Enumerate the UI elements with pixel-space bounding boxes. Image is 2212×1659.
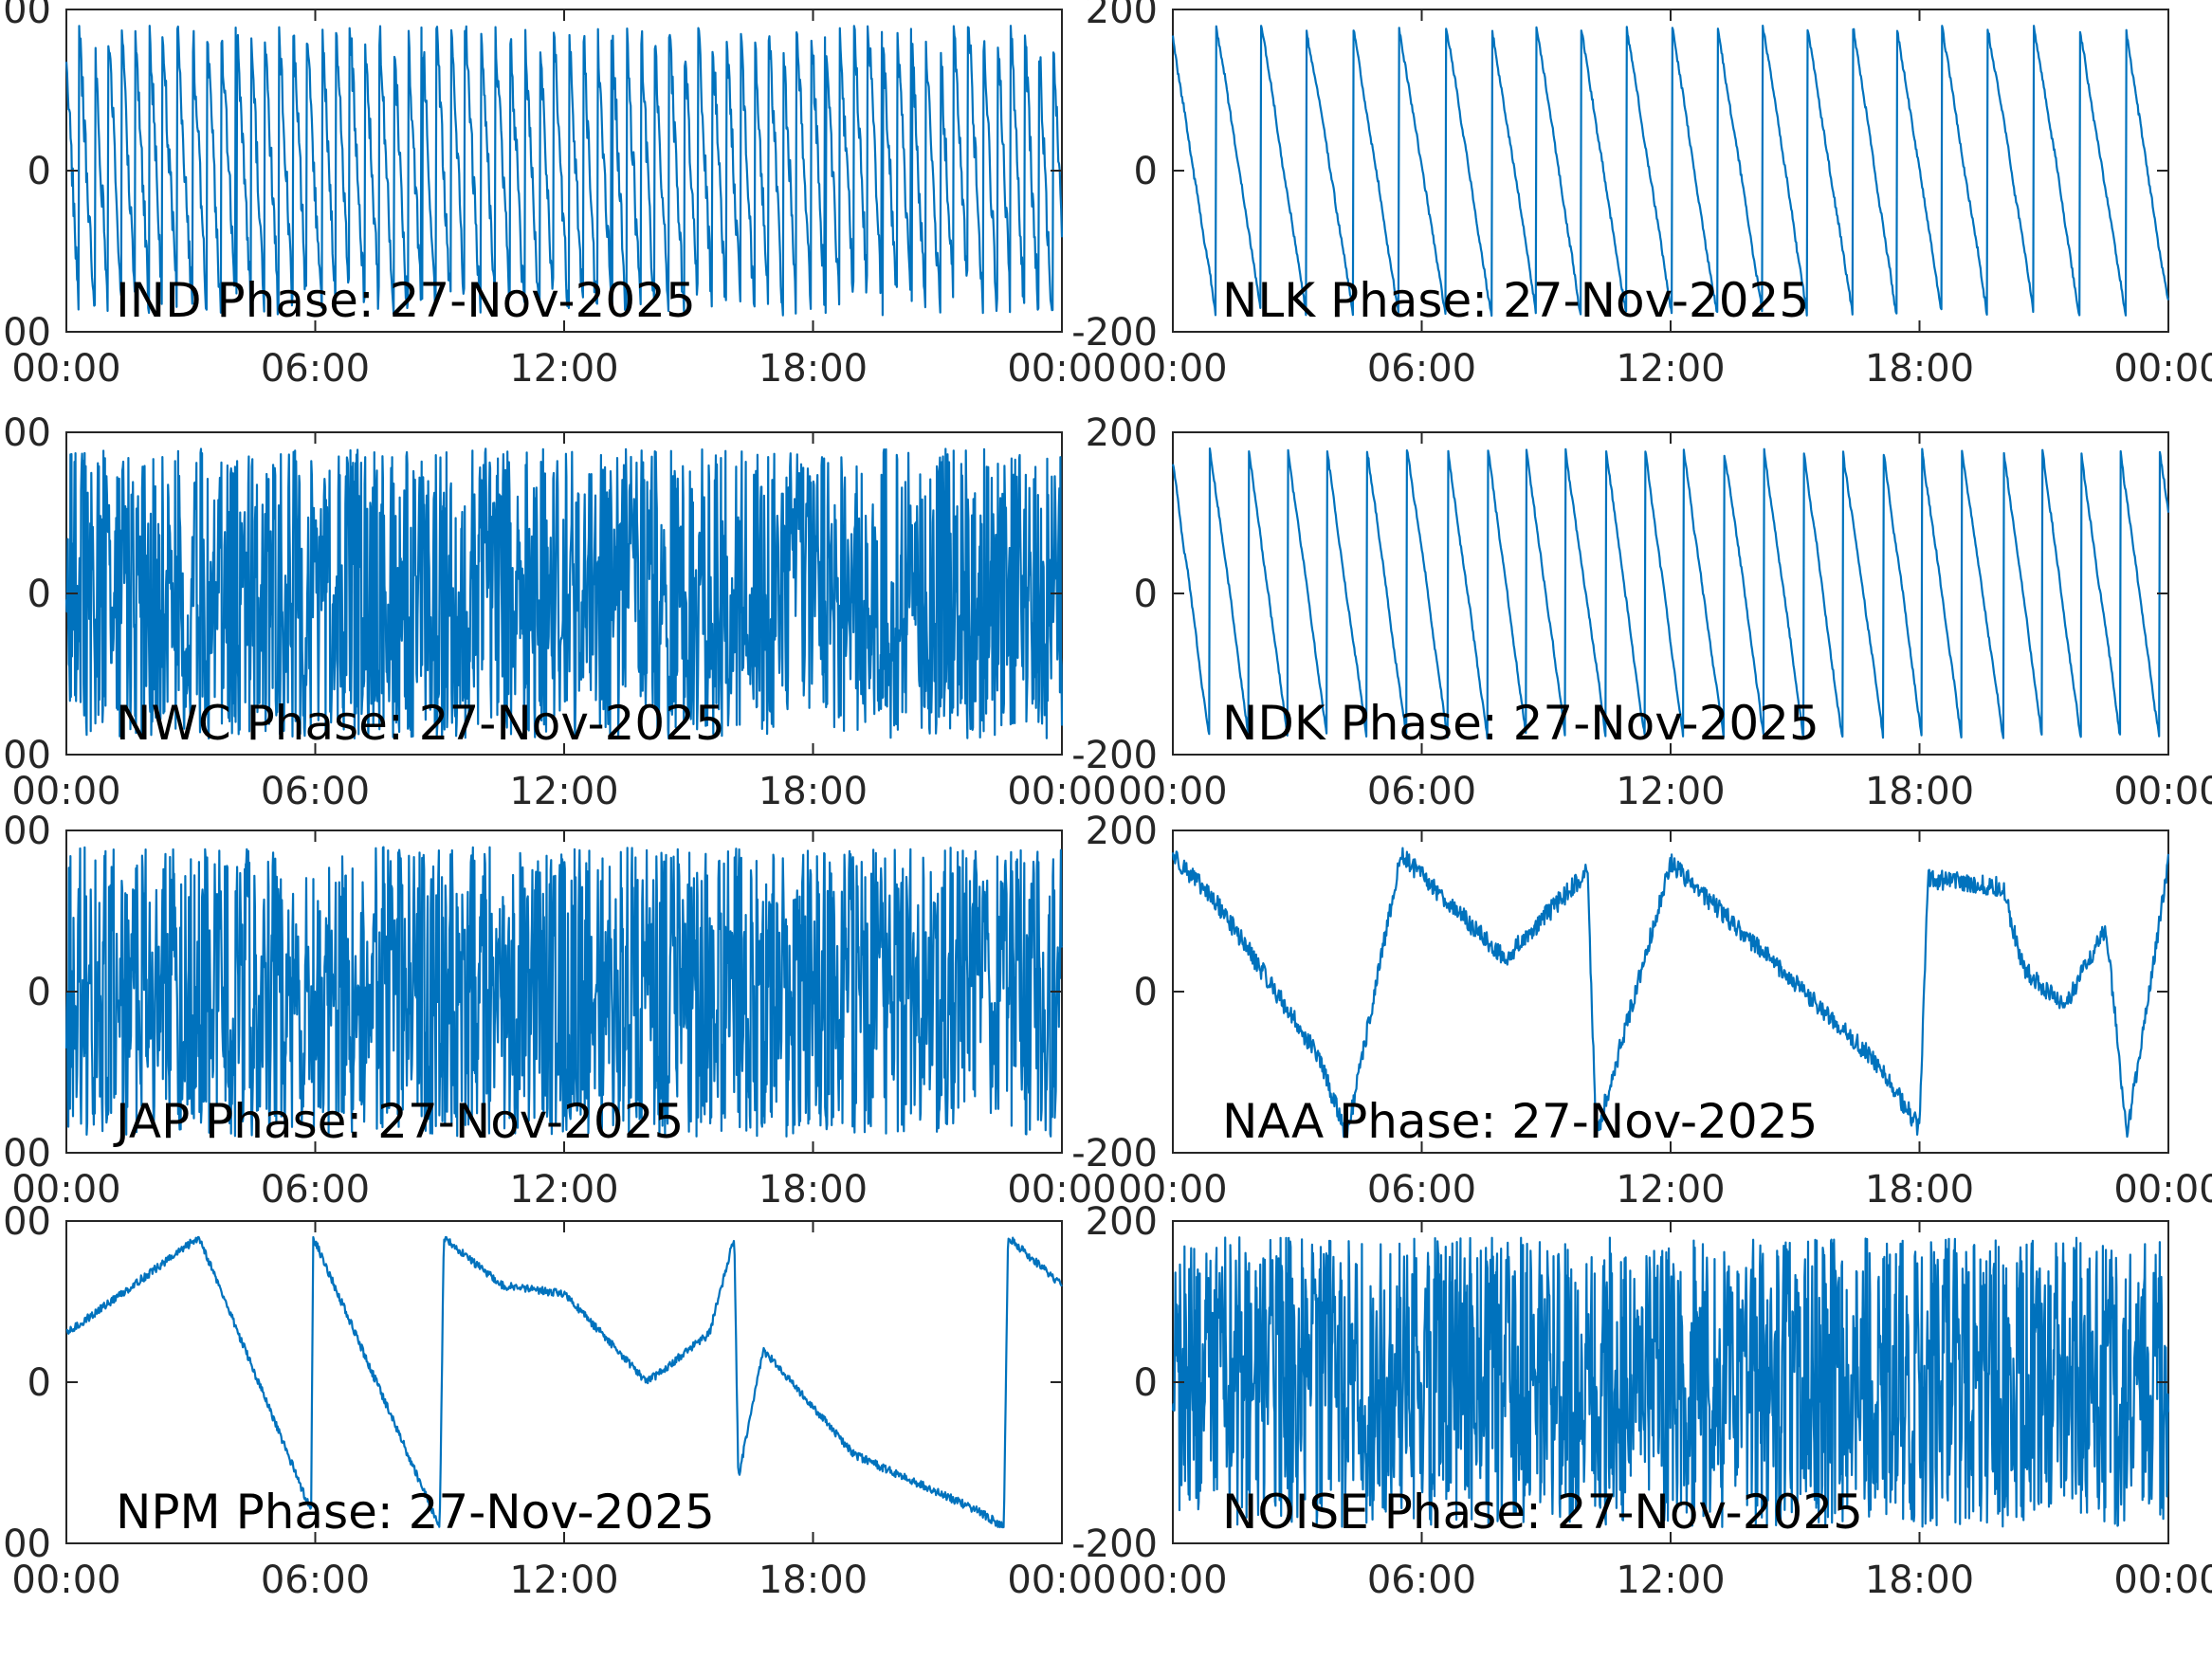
phase-series-line <box>65 1235 1063 1529</box>
x-tick-label: 00:00 <box>11 1168 120 1212</box>
y-tick-label: 0 <box>27 971 51 1014</box>
phase-series-line <box>1171 1236 2170 1528</box>
x-tick-label: 12:00 <box>1616 1559 1725 1602</box>
x-tick-label: 12:00 <box>509 770 618 813</box>
x-tick-label: 06:00 <box>261 1559 370 1602</box>
phase-series-line <box>64 447 1064 740</box>
phase-series-line <box>1171 447 2170 739</box>
x-tick-label: 12:00 <box>1616 1168 1725 1212</box>
phase-series-line <box>64 25 1064 317</box>
y-tick-label: -200 <box>1071 1522 1158 1566</box>
y-tick-label: 0 <box>27 150 51 193</box>
x-tick-label: 06:00 <box>261 1168 370 1212</box>
axes-frame <box>1172 9 2169 333</box>
x-tick-label: 18:00 <box>759 347 868 391</box>
x-tick-label: 18:00 <box>1865 1168 1974 1212</box>
x-tick-label: 12:00 <box>509 1168 618 1212</box>
panel-title: NAA Phase: 27-Nov-2025 <box>1222 1094 1818 1149</box>
y-tick-label: 0 <box>1134 1361 1158 1405</box>
x-tick-label: 12:00 <box>509 347 618 391</box>
x-tick-label: 00:00 <box>11 770 120 813</box>
panel-title: NPM Phase: 27-Nov-2025 <box>116 1485 715 1540</box>
y-tick-label: 0 <box>1134 971 1158 1014</box>
x-tick-label: 00:00 <box>1118 1168 1227 1212</box>
x-tick-label: 00:00 <box>1007 1168 1116 1212</box>
axes-frame <box>65 1220 1063 1544</box>
y-tick-label: -200 <box>1071 1132 1158 1176</box>
x-tick-label: 00:00 <box>2113 770 2212 813</box>
x-tick-label: 00:00 <box>1118 770 1227 813</box>
x-tick-label: 06:00 <box>261 770 370 813</box>
y-tick-label: 200 <box>0 411 51 455</box>
y-tick-label: 0 <box>1134 150 1158 193</box>
x-tick-label: 12:00 <box>1616 347 1725 391</box>
x-tick-label: 00:00 <box>2113 1168 2212 1212</box>
x-tick-label: 06:00 <box>261 347 370 391</box>
y-tick-label: 200 <box>0 1200 51 1244</box>
y-tick-label: -200 <box>1071 734 1158 777</box>
phase-series-line <box>1171 25 2170 318</box>
panel-title: NWC Phase: 27-Nov-2025 <box>116 696 725 751</box>
panel-title: NOISE Phase: 27-Nov-2025 <box>1222 1485 1863 1540</box>
x-tick-label: 00:00 <box>1007 347 1116 391</box>
y-tick-label: -200 <box>1071 311 1158 355</box>
x-tick-label: 06:00 <box>1367 770 1476 813</box>
x-tick-label: 06:00 <box>1367 1168 1476 1212</box>
phase-series-line <box>64 846 1064 1138</box>
x-tick-label: 00:00 <box>1118 347 1227 391</box>
y-tick-label: 200 <box>1086 0 1158 32</box>
x-tick-label: 18:00 <box>1865 770 1974 813</box>
panel-title: JAP Phase: 27-Nov-2025 <box>113 1094 684 1149</box>
x-tick-label: 00:00 <box>1007 1559 1116 1602</box>
axes-frame <box>1172 830 2169 1154</box>
x-tick-label: 18:00 <box>759 1168 868 1212</box>
x-tick-label: 00:00 <box>11 347 120 391</box>
y-tick-label: -200 <box>0 734 51 777</box>
x-tick-label: 18:00 <box>759 770 868 813</box>
phase-series-line <box>1171 847 2170 1139</box>
x-tick-label: 12:00 <box>1616 770 1725 813</box>
x-tick-label: 18:00 <box>1865 347 1974 391</box>
x-tick-label: 06:00 <box>1367 1559 1476 1602</box>
x-tick-label: 00:00 <box>1118 1559 1227 1602</box>
x-tick-label: 00:00 <box>11 1559 120 1602</box>
x-tick-label: 18:00 <box>759 1559 868 1602</box>
y-tick-label: -200 <box>0 1132 51 1176</box>
x-tick-label: 12:00 <box>509 1559 618 1602</box>
y-tick-label: 0 <box>1134 573 1158 616</box>
y-tick-label: 200 <box>0 0 51 32</box>
x-tick-label: 00:00 <box>2113 1559 2212 1602</box>
x-tick-label: 06:00 <box>1367 347 1476 391</box>
x-tick-label: 00:00 <box>1007 770 1116 813</box>
y-tick-label: 200 <box>1086 1200 1158 1244</box>
y-tick-label: -200 <box>0 1522 51 1566</box>
y-tick-label: 0 <box>27 1361 51 1405</box>
panel-title: NDK Phase: 27-Nov-2025 <box>1222 696 1819 751</box>
panel-title: IND Phase: 27-Nov-2025 <box>116 273 696 328</box>
x-tick-label: 18:00 <box>1865 1559 1974 1602</box>
panel-title: NLK Phase: 27-Nov-2025 <box>1222 273 1809 328</box>
y-tick-label: -200 <box>0 311 51 355</box>
y-tick-label: 200 <box>1086 411 1158 455</box>
x-tick-label: 00:00 <box>2113 347 2212 391</box>
y-tick-label: 200 <box>1086 810 1158 853</box>
y-tick-label: 200 <box>0 810 51 853</box>
y-tick-label: 0 <box>27 573 51 616</box>
